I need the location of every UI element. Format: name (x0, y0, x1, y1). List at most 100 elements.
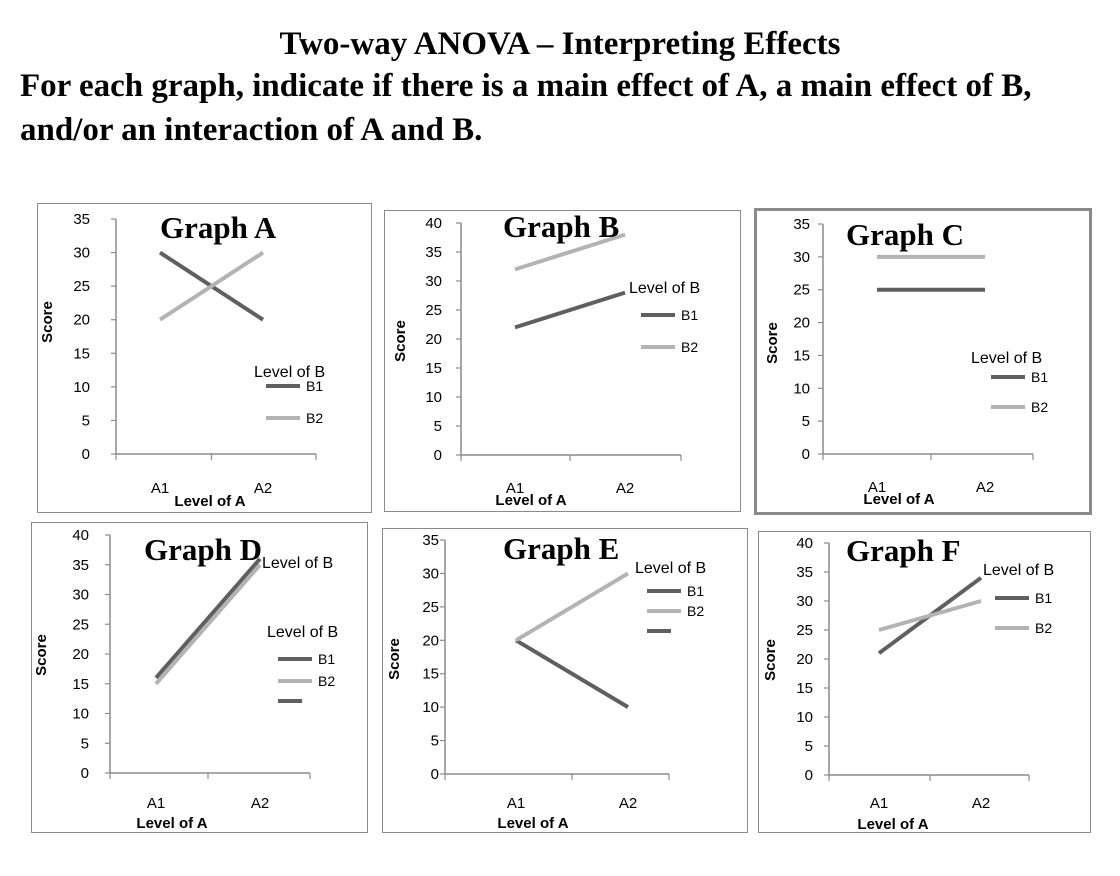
y-tick-label: 40 (796, 535, 813, 552)
y-tick-label: 15 (796, 680, 813, 697)
y-tick-label: 40 (425, 215, 442, 232)
y-tick-label: 15 (425, 360, 442, 377)
x-tick-label: A2 (254, 480, 272, 497)
x-axis-label: Level of A (857, 816, 928, 832)
y-tick-label: 25 (72, 616, 89, 633)
graph-c-chart: 0 5 10 15 20 25 30 35 A1 A2 Level of A Score Graph C… (764, 216, 1048, 508)
legend-title: Level of B (254, 364, 325, 381)
y-tick-label: 15 (793, 347, 810, 364)
y-tick-label: 10 (73, 379, 90, 396)
graph-title: Graph C (846, 217, 964, 252)
y-tick-label: 20 (425, 331, 442, 348)
legend-label-b2: B2 (681, 339, 698, 355)
y-tick-label: 5 (805, 738, 813, 755)
y-tick-label: 25 (73, 278, 90, 295)
legend-label-b2: B2 (306, 410, 323, 426)
graph-f-chart: 0 5 10 15 20 25 30 35 40 A1 A2 Level of A Score Graph… (762, 533, 1054, 832)
x-tick-label: A2 (616, 480, 634, 497)
x-tick-label: A2 (976, 479, 994, 496)
x-tick-label: A1 (870, 795, 888, 812)
graph-d-chart: 0 5 10 15 20 25 30 35 40 A1 A2 Level of A Score Graph… (33, 527, 338, 832)
graph-a-panel: 0 5 10 15 20 25 30 35 A1 A2 Level of A Score Graph A… (37, 203, 372, 513)
series-line-b2 (154, 563, 262, 686)
y-tick-label: 5 (434, 418, 442, 435)
x-axis-label: Level of A (136, 815, 207, 832)
y-tick-label: 30 (793, 249, 810, 266)
y-tick-label: 0 (434, 447, 442, 464)
y-tick-label: 15 (422, 666, 439, 683)
y-tick-label: 10 (422, 699, 439, 716)
y-tick-label: 0 (81, 765, 89, 782)
y-tick-label: 35 (796, 564, 813, 581)
y-tick-label: 20 (73, 312, 90, 329)
x-tick-label: A1 (868, 479, 886, 496)
y-axis-label: Score (764, 322, 781, 364)
page-title: Two-way ANOVA – Interpreting Effects (279, 26, 841, 62)
y-tick-label: 30 (425, 273, 442, 290)
y-axis-label: Score (386, 638, 403, 680)
y-axis-label: Score (762, 639, 779, 681)
y-tick-label: 35 (73, 211, 90, 228)
legend-title: Level of B (267, 624, 338, 641)
series-line-b1 (514, 290, 626, 330)
y-tick-label: 30 (72, 587, 89, 604)
y-tick-label: 20 (796, 651, 813, 668)
y-tick-label: 25 (796, 622, 813, 639)
graph-e-chart: 0 5 10 15 20 25 30 35 A1 A2 Level of A Score Graph E… (386, 531, 706, 832)
y-tick-label: 5 (802, 413, 810, 430)
x-tick-label: A1 (507, 795, 525, 812)
y-tick-label: 10 (72, 706, 89, 723)
series-line-b2 (514, 232, 626, 272)
x-tick-label: A2 (619, 795, 637, 812)
graph-f-panel: 0 5 10 15 20 25 30 35 40 A1 A2 Level of A Score Graph… (758, 531, 1091, 833)
series-line-b2 (158, 250, 265, 322)
graph-e-panel: 0 5 10 15 20 25 30 35 A1 A2 Level of A Score Graph E… (382, 528, 748, 833)
x-axis-label: Level of A (863, 491, 934, 508)
legend-label-b2: B2 (1035, 620, 1052, 636)
legend-title: Level of B (635, 560, 706, 577)
legend-label-b1: B1 (306, 378, 323, 394)
y-axis-label: Score (392, 320, 409, 362)
y-tick-label: 25 (793, 282, 810, 299)
y-tick-label: 0 (802, 446, 810, 463)
legend-label-b1: B1 (1031, 369, 1048, 385)
graph-title: Graph B (503, 211, 619, 244)
y-tick-label: 20 (422, 632, 439, 649)
y-tick-label: 15 (73, 345, 90, 362)
y-tick-label: 35 (425, 244, 442, 261)
legend-title: Level of B (971, 350, 1042, 367)
y-tick-label: 25 (425, 302, 442, 319)
x-axis-label: Level of A (495, 492, 566, 509)
y-tick-label: 35 (793, 216, 810, 233)
legend-title: Level of B (629, 280, 700, 297)
graph-b-chart: 0 5 10 15 20 25 30 35 40 A1 A2 Level of A Score Graph… (392, 211, 700, 509)
y-tick-label: 30 (73, 245, 90, 262)
x-tick-label: A2 (972, 795, 990, 812)
y-tick-label: 25 (422, 599, 439, 616)
x-axis-label: Level of A (174, 493, 245, 510)
x-tick-label: A2 (251, 795, 269, 812)
y-tick-label: 40 (72, 527, 89, 544)
y-tick-label: 15 (72, 676, 89, 693)
y-tick-label: 10 (796, 709, 813, 726)
legend-label-b2: B2 (1031, 399, 1048, 415)
y-axis-label: Score (39, 301, 56, 343)
y-tick-label: 5 (81, 735, 89, 752)
legend-label-b2: B2 (318, 673, 335, 689)
series-line-b1 (154, 557, 262, 680)
y-tick-label: 10 (793, 380, 810, 397)
series-line-b1 (514, 638, 630, 709)
y-tick-label: 35 (422, 532, 439, 549)
y-tick-label: 5 (431, 733, 439, 750)
graph-title: Graph F (846, 533, 961, 568)
graph-c-panel: 0 5 10 15 20 25 30 35 A1 A2 Level of A Score Graph C… (754, 208, 1092, 515)
graph-d-panel: 0 5 10 15 20 25 30 35 40 A1 A2 Level of A Score Graph… (31, 522, 368, 833)
x-tick-label: A1 (151, 480, 169, 497)
graph-b-panel: 0 5 10 15 20 25 30 35 40 A1 A2 Level of A Score Graph… (384, 210, 741, 512)
legend-label-b1: B1 (1035, 590, 1052, 606)
series-line-b2 (878, 599, 982, 632)
x-tick-label: A1 (506, 480, 524, 497)
y-axis-label: Score (33, 634, 50, 676)
y-tick-label: 35 (72, 557, 89, 574)
y-tick-label: 20 (72, 646, 89, 663)
